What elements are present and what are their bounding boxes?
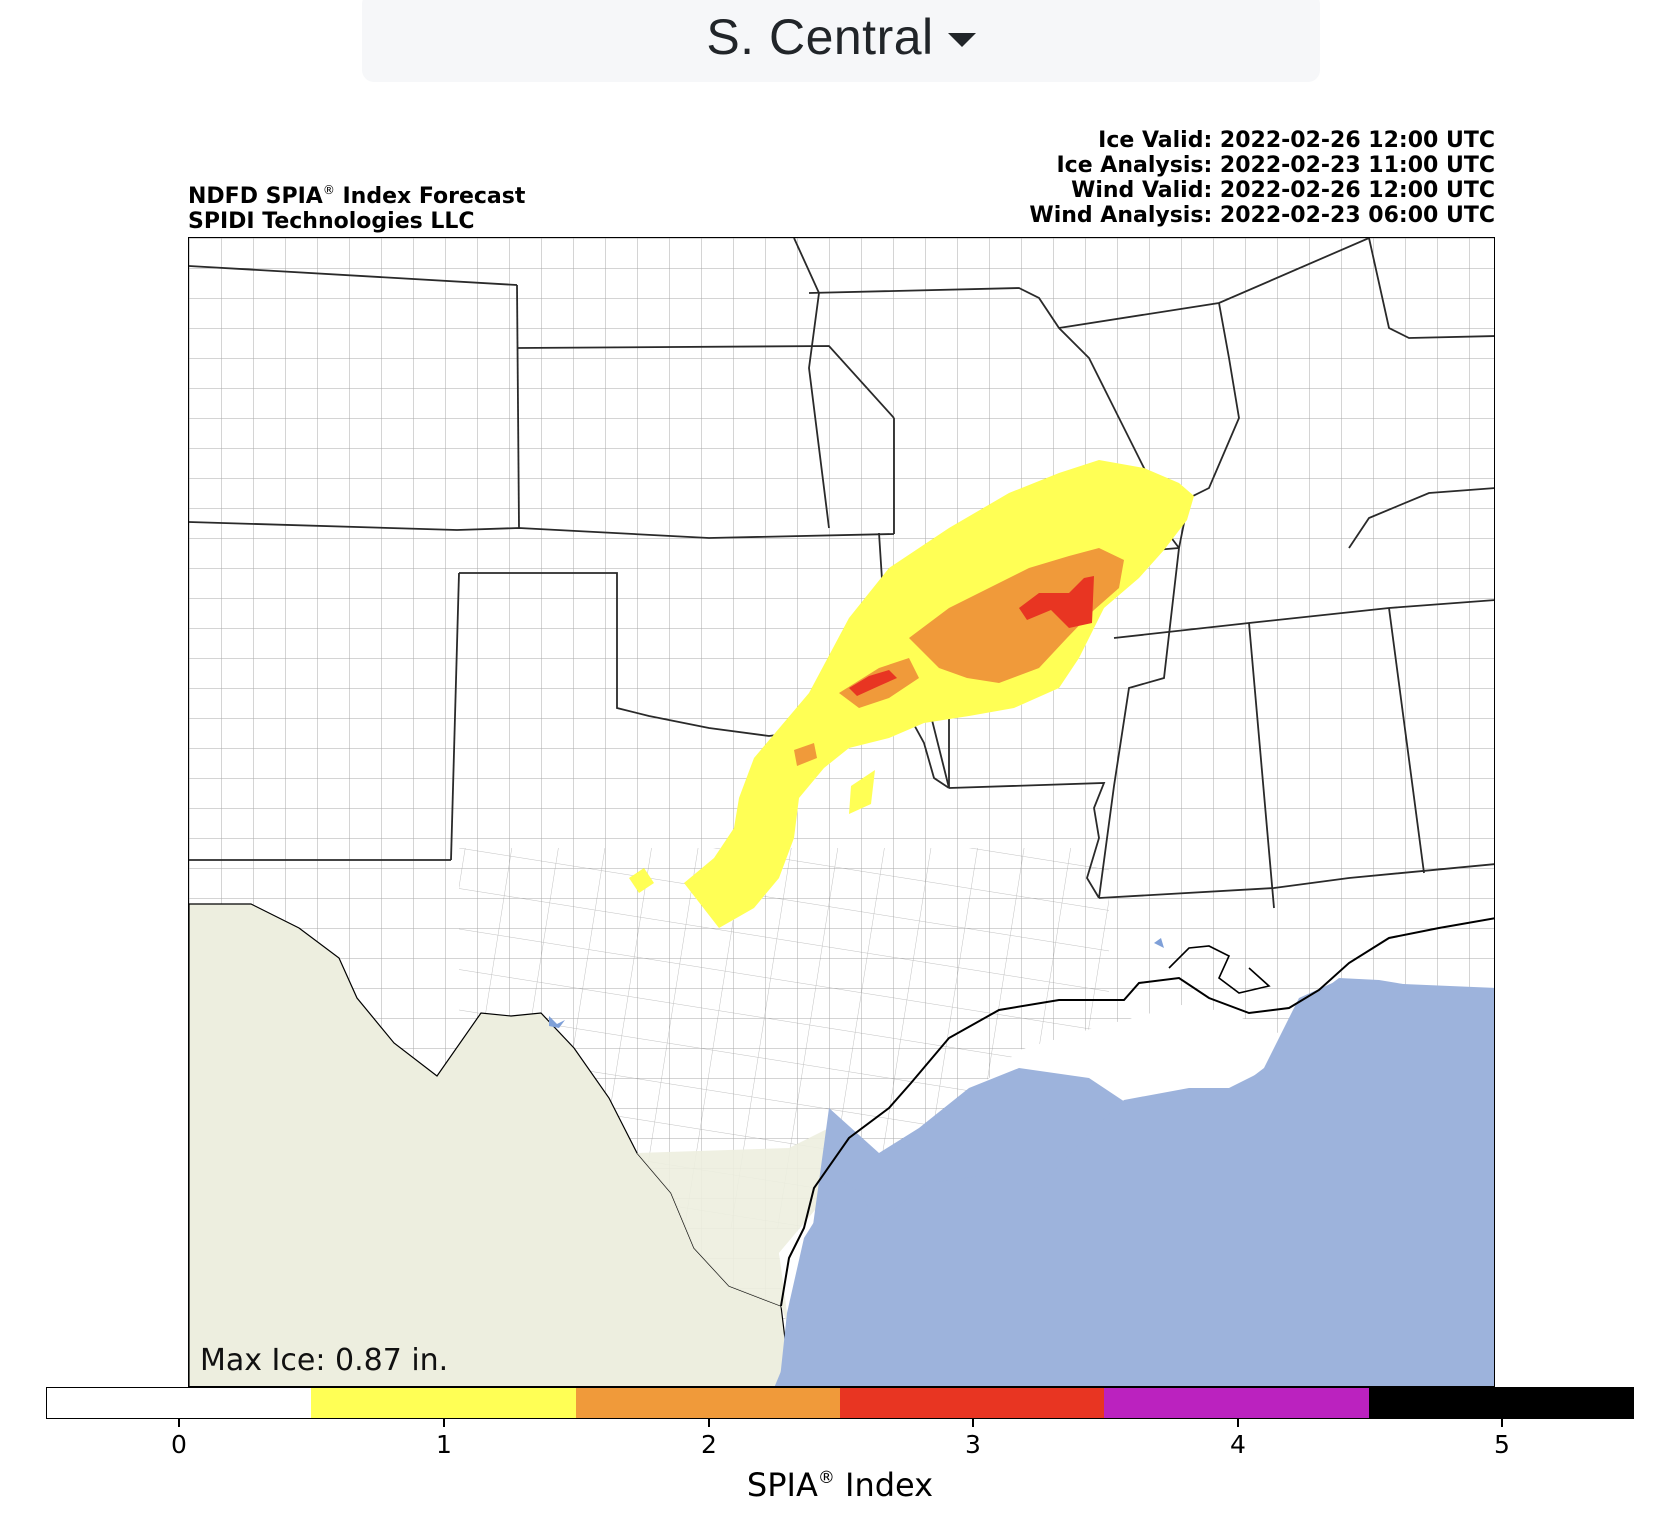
map-title-block: NDFD SPIA® Index Forecast SPIDI Technolo… (188, 178, 525, 234)
colorbar-segment-4 (1104, 1388, 1369, 1418)
map-canvas (189, 238, 1494, 1386)
spia-level-1-patch-2 (629, 868, 654, 893)
spia-level-2-area (909, 548, 1124, 683)
colorbar-tick-label: 0 (171, 1430, 187, 1459)
spia-level-1-patch (849, 770, 875, 814)
colorbar-tick-label: 5 (1494, 1430, 1510, 1459)
map-title: NDFD SPIA® Index Forecast (188, 183, 526, 209)
caret-down-icon (947, 33, 976, 47)
region-dropdown-label: S. Central (706, 9, 934, 65)
spia-colorbar (46, 1387, 1634, 1419)
lake-amistad (549, 1016, 565, 1028)
wind-valid-text: Wind Valid: 2022-02-26 12:00 UTC (1071, 178, 1495, 203)
registered-mark: ® (817, 1468, 835, 1488)
validity-block: Ice Valid: 2022-02-26 12:00 UTC Ice Anal… (1029, 128, 1495, 228)
colorbar-tick (178, 1419, 180, 1427)
colorbar-tick-label: 4 (1230, 1430, 1246, 1459)
colorbar-segment-5 (1368, 1388, 1633, 1418)
mississippi-delta (1168, 945, 1271, 994)
region-dropdown[interactable]: S. Central (362, 0, 1320, 82)
spia-level-2-patch (794, 743, 817, 766)
colorbar-segment-0 (47, 1388, 312, 1418)
south-texas-shading (637, 1128, 869, 1343)
colorbar-tick-label: 3 (965, 1430, 981, 1459)
registered-mark: ® (322, 183, 335, 197)
ice-valid-text: Ice Valid: 2022-02-26 12:00 UTC (1098, 128, 1495, 153)
wind-analysis-text: Wind Analysis: 2022-02-23 06:00 UTC (1029, 203, 1495, 228)
colorbar-segment-3 (839, 1388, 1105, 1418)
colorbar-title: SPIA® Index (746, 1466, 934, 1504)
colorbar-tick (1237, 1419, 1239, 1427)
spia-level-3-area (1019, 576, 1094, 628)
colorbar-segment-2 (575, 1388, 840, 1418)
spia-level-3-band (849, 670, 897, 696)
map-subtitle: SPIDI Technologies LLC (188, 209, 475, 234)
colorbar-tick (443, 1419, 445, 1427)
colorbar-segment-1 (311, 1388, 576, 1418)
lake-pontchartrain (1154, 938, 1164, 948)
colorbar-tick-label: 2 (701, 1430, 717, 1459)
colorbar-tick (708, 1419, 710, 1427)
colorbar-tick-label: 1 (436, 1430, 452, 1459)
max-ice-label: Max Ice: 0.87 in. (200, 1343, 449, 1378)
gulf-water-coastal (779, 978, 1494, 1386)
colorbar-tick (972, 1419, 974, 1427)
spia-forecast-map (188, 237, 1495, 1387)
gulf-coastline (780, 917, 1494, 1307)
colorbar-tick (1501, 1419, 1503, 1427)
ice-analysis-text: Ice Analysis: 2022-02-23 11:00 UTC (1056, 153, 1496, 178)
